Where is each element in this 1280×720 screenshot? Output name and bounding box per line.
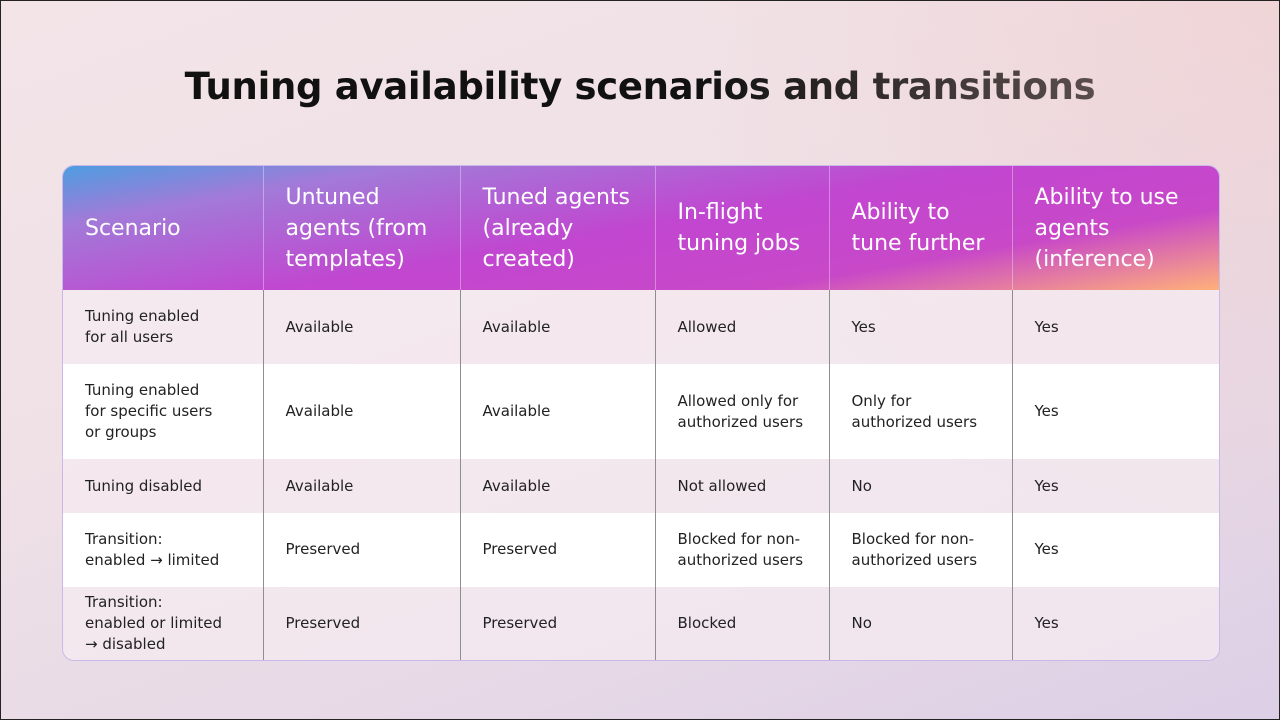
table-cell: Available [459,290,655,365]
table-cell: Yes [1011,364,1219,460]
row-header-cell: Transition: enabled → limited [85,529,220,569]
table-cell: No [828,459,1012,513]
table-cell: Yes [1011,586,1219,660]
table-cell: No [828,586,1012,660]
column-header: Ability to tune further [828,166,1012,290]
table-container: Scenario Untuned agents (from templates) T… [62,165,1220,661]
table-cell: Allowed [654,290,829,365]
column-header: In-flight tuning jobs [654,166,829,290]
table-cell: Blocked [654,586,829,660]
table-cell: Allowed only for authorized users [654,364,829,460]
table-cell: Preserved [262,512,460,587]
table-cell: Available [459,459,655,513]
table-row: Tuning enabled for specific users or gro… [63,364,1219,460]
table-cell: Available [262,290,460,365]
table-cell: Yes [1011,459,1219,513]
column-header: Tuned agents (already created) [459,166,655,290]
column-header: Untuned agents (from templates) [262,166,460,290]
table-cell: Preserved [262,586,460,660]
table-cell: Preserved [459,586,655,660]
table: Scenario Untuned agents (from templates) T… [63,166,1219,660]
table-row: Tuning enabled for all users Available Ava… [63,290,1219,365]
table-row: Transition: enabled or limited → disable… [63,586,1219,660]
table-cell: Available [459,364,655,460]
table-row: Tuning disabled Available Available Not all… [63,459,1219,513]
column-header: Ability to use agents (inference) [1011,166,1219,290]
table-cell: Yes [828,290,1012,365]
slide-title: Tuning availability scenarios and transi… [184,65,1096,108]
table-cell: Not allowed [654,459,829,513]
row-header-cell: Tuning enabled for specific users or gro… [85,381,213,442]
table-cell: Available [262,459,460,513]
row-header-cell: Tuning enabled for all users [85,307,200,347]
table-cell: Yes [1011,290,1219,365]
row-header-cell: Tuning disabled [85,476,202,495]
header-row: Scenario Untuned agents (from templates) T… [63,166,1219,290]
table-row: Transition: enabled → limited Preserved Pr… [63,512,1219,587]
table-body: Tuning enabled for all users Available Ava… [63,290,1219,660]
table-cell: Available [262,364,460,460]
column-header: Scenario [85,215,181,241]
table-cell: Preserved [459,512,655,587]
table-cell: Yes [1011,512,1219,587]
table-header: Scenario Untuned agents (from templates) T… [63,166,1219,290]
table-cell: Blocked for non-authorized users [828,512,1012,587]
row-header-cell: Transition: enabled or limited → disable… [85,592,222,653]
table-cell: Only for authorized users [828,364,1012,460]
table-cell: Blocked for non-authorized users [654,512,829,587]
